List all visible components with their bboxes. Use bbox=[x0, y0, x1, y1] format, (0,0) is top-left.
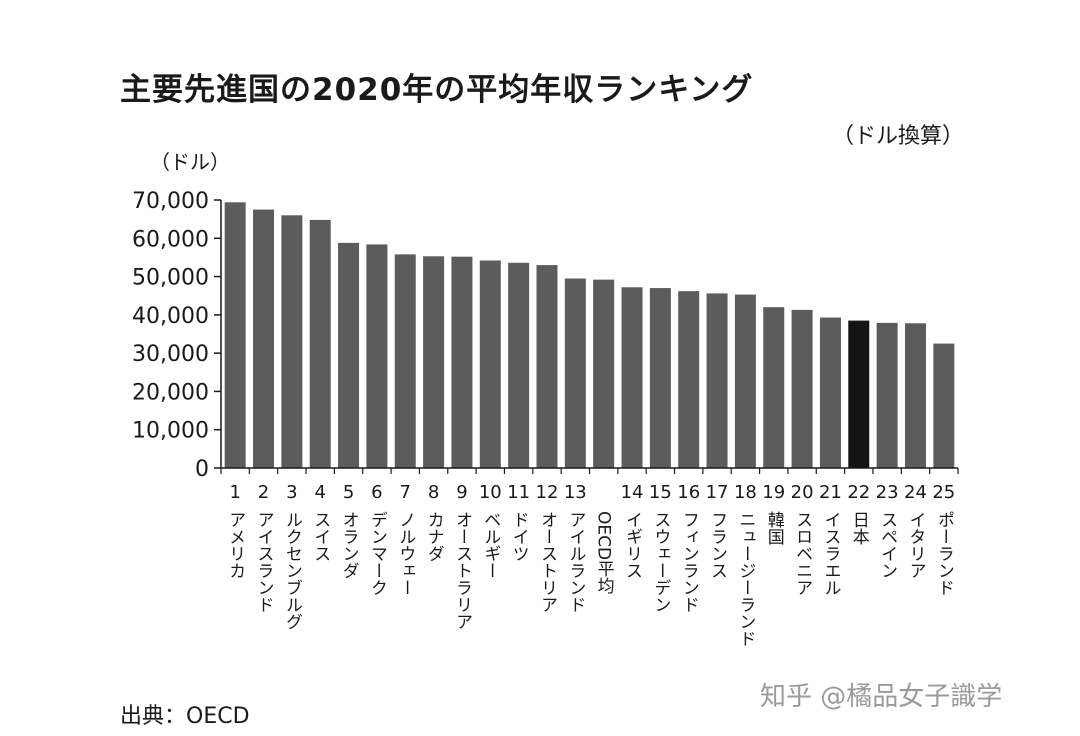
x-rank-label: 9 bbox=[456, 482, 467, 503]
x-category-label: ポーランド bbox=[934, 511, 954, 596]
bar bbox=[394, 254, 416, 468]
y-tick-label: 50,000 bbox=[132, 266, 209, 291]
x-rank-label: 7 bbox=[400, 482, 411, 503]
x-rank-label: 16 bbox=[677, 482, 700, 503]
x-category-label: スウェーデン bbox=[650, 511, 670, 613]
x-category-label: アイスランド bbox=[254, 511, 274, 613]
x-rank-label: 18 bbox=[734, 482, 757, 503]
x-category-label: アイルランド bbox=[565, 511, 585, 613]
x-rank-label: 8 bbox=[428, 482, 439, 503]
x-category-label: フィンランド bbox=[679, 511, 699, 613]
bar bbox=[309, 219, 331, 468]
x-rank-label: 15 bbox=[649, 482, 672, 503]
x-rank-label: 13 bbox=[564, 482, 587, 503]
y-tick-label: 20,000 bbox=[132, 380, 209, 405]
bar bbox=[253, 209, 275, 469]
x-rank-label: 5 bbox=[343, 482, 354, 503]
x-rank-label: 20 bbox=[791, 482, 814, 503]
x-rank-label: 12 bbox=[536, 482, 559, 503]
x-category-label: ベルギー bbox=[480, 511, 500, 579]
currency-note: （ドル換算） bbox=[832, 124, 965, 149]
bar bbox=[763, 307, 785, 468]
bar bbox=[366, 244, 388, 468]
x-category-label: フランス bbox=[707, 511, 727, 579]
bar bbox=[791, 309, 813, 468]
x-rank-label: 14 bbox=[621, 482, 644, 503]
x-rank-label: 4 bbox=[314, 482, 325, 503]
bar bbox=[564, 278, 586, 468]
x-rank-label: 22 bbox=[847, 482, 870, 503]
bar bbox=[338, 242, 360, 468]
watermark: 知乎 @橘品女子識学 bbox=[760, 682, 1003, 712]
x-rank-label: 23 bbox=[876, 482, 899, 503]
x-rank-label: 24 bbox=[904, 482, 927, 503]
x-category-label: 韓国 bbox=[764, 511, 785, 545]
bar bbox=[451, 256, 473, 468]
x-category-label: OECD平均 bbox=[594, 511, 615, 595]
x-rank-label: 11 bbox=[507, 482, 530, 503]
bar bbox=[621, 287, 643, 468]
x-category-label: オーストラリア bbox=[452, 511, 472, 630]
bar bbox=[678, 291, 700, 468]
x-rank-label: 19 bbox=[762, 482, 785, 503]
x-category-label: ノルウェー bbox=[395, 511, 415, 596]
x-category-label: スロベニア bbox=[792, 511, 812, 596]
x-category-label: スイス bbox=[310, 511, 330, 562]
x-category-label: イスラエル bbox=[820, 511, 840, 596]
x-rank-label: 1 bbox=[229, 482, 240, 503]
x-rank-label: 2 bbox=[258, 482, 269, 503]
x-rank-label: 25 bbox=[932, 482, 955, 503]
bar bbox=[734, 294, 756, 468]
y-tick-label: 70,000 bbox=[132, 189, 209, 214]
y-tick-label: 10,000 bbox=[132, 419, 209, 444]
x-rank-label: 6 bbox=[371, 482, 382, 503]
x-rank-label: 17 bbox=[706, 482, 729, 503]
bar bbox=[819, 317, 841, 468]
x-category-label: ルクセンブルグ bbox=[282, 511, 302, 630]
bar bbox=[508, 262, 530, 468]
bar bbox=[933, 343, 955, 468]
x-rank-label: 3 bbox=[286, 482, 297, 503]
x-rank-label: 21 bbox=[819, 482, 842, 503]
y-tick-label: 40,000 bbox=[132, 304, 209, 329]
x-category-label: イギリス bbox=[622, 511, 642, 579]
x-rank-label: 10 bbox=[479, 482, 502, 503]
x-category-label: オーストリア bbox=[537, 511, 557, 613]
x-category-label: ドイツ bbox=[509, 511, 529, 562]
bar bbox=[224, 202, 246, 468]
bar bbox=[281, 215, 303, 468]
bar bbox=[649, 288, 671, 468]
chart-title: 主要先進国の2020年の平均年収ランキング bbox=[120, 72, 754, 108]
x-category-label: デンマーク bbox=[367, 511, 387, 596]
bar bbox=[423, 256, 445, 468]
y-tick-label: 60,000 bbox=[132, 227, 209, 252]
y-axis-unit-label: （ドル） bbox=[150, 150, 230, 174]
x-category-label: アメリカ bbox=[225, 511, 245, 579]
y-tick-label: 0 bbox=[195, 457, 209, 482]
bar bbox=[536, 265, 558, 468]
x-category-label: ニュージーランド bbox=[735, 511, 755, 647]
y-tick-label: 30,000 bbox=[132, 342, 209, 367]
x-category-label: イタリア bbox=[905, 511, 925, 579]
bar bbox=[706, 293, 728, 468]
bar bbox=[479, 260, 501, 468]
x-category-label: スペイン bbox=[877, 511, 897, 579]
bar bbox=[904, 323, 926, 468]
x-category-label: オランダ bbox=[339, 511, 359, 579]
bar-highlight bbox=[848, 320, 870, 468]
x-category-label: 日本 bbox=[849, 511, 870, 545]
bar-chart: 0 10,000 20,000 30,000 40,000 50,000 60,000 70,… bbox=[132, 189, 959, 647]
bar bbox=[593, 279, 615, 468]
source-note: 出典：OECD bbox=[120, 704, 250, 729]
x-category-label: カナダ bbox=[424, 511, 444, 562]
bar bbox=[876, 322, 898, 468]
